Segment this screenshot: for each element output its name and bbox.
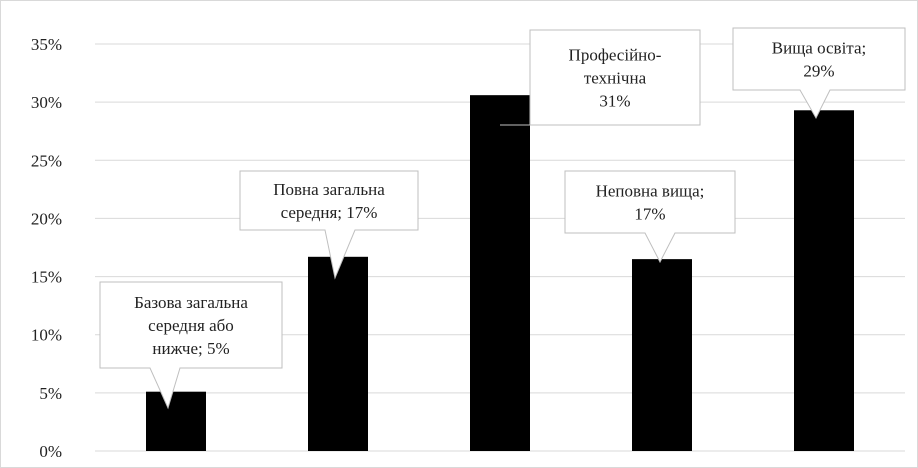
y-tick-label: 0% — [39, 442, 62, 461]
bar — [632, 259, 692, 451]
data-label: Базова загальна середня або нижче; 5% — [134, 293, 248, 358]
callout-box — [732, 27, 906, 120]
callout-box — [500, 29, 701, 126]
callout-box — [99, 281, 283, 410]
bar — [308, 256, 368, 451]
bar — [470, 95, 530, 451]
callout-box — [564, 170, 736, 264]
data-label: Професійно-технічна 31% — [569, 46, 662, 111]
data-label: Повна загальна середня; 17% — [273, 180, 385, 222]
data-label: Неповна вища; 17% — [596, 182, 705, 224]
y-tick-label: 20% — [31, 209, 62, 228]
bar — [794, 110, 854, 451]
y-tick-label: 15% — [31, 268, 62, 287]
y-tick-label: 10% — [31, 326, 62, 345]
y-tick-label: 25% — [31, 151, 62, 170]
callout-box — [239, 170, 419, 280]
y-tick-label: 5% — [39, 384, 62, 403]
bar — [146, 391, 206, 451]
data-label: Вища освіта; 29% — [772, 39, 866, 81]
y-tick-label: 30% — [31, 93, 62, 112]
y-tick-label: 35% — [31, 35, 62, 54]
